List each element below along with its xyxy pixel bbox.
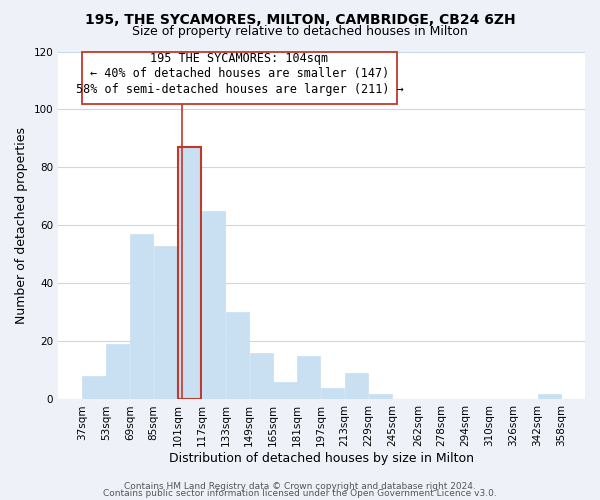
Text: ← 40% of detached houses are smaller (147): ← 40% of detached houses are smaller (14… bbox=[90, 66, 389, 80]
X-axis label: Distribution of detached houses by size in Milton: Distribution of detached houses by size … bbox=[169, 452, 474, 465]
Text: Contains public sector information licensed under the Open Government Licence v3: Contains public sector information licen… bbox=[103, 489, 497, 498]
Text: 195 THE SYCAMORES: 104sqm: 195 THE SYCAMORES: 104sqm bbox=[151, 52, 329, 65]
Bar bbox=[250, 353, 273, 400]
Bar bbox=[274, 382, 296, 400]
Y-axis label: Number of detached properties: Number of detached properties bbox=[15, 127, 28, 324]
Bar bbox=[345, 374, 368, 400]
Bar bbox=[538, 394, 561, 400]
Bar bbox=[106, 344, 130, 400]
Bar bbox=[226, 312, 249, 400]
Bar bbox=[130, 234, 154, 400]
FancyBboxPatch shape bbox=[82, 52, 397, 104]
Bar bbox=[321, 388, 344, 400]
Text: 58% of semi-detached houses are larger (211) →: 58% of semi-detached houses are larger (… bbox=[76, 82, 403, 96]
Text: Size of property relative to detached houses in Milton: Size of property relative to detached ho… bbox=[132, 25, 468, 38]
Bar bbox=[178, 147, 201, 400]
Text: Contains HM Land Registry data © Crown copyright and database right 2024.: Contains HM Land Registry data © Crown c… bbox=[124, 482, 476, 491]
Bar bbox=[298, 356, 320, 400]
Bar bbox=[154, 246, 177, 400]
Bar bbox=[369, 394, 392, 400]
Text: 195, THE SYCAMORES, MILTON, CAMBRIDGE, CB24 6ZH: 195, THE SYCAMORES, MILTON, CAMBRIDGE, C… bbox=[85, 12, 515, 26]
Bar bbox=[82, 376, 106, 400]
Bar bbox=[202, 211, 225, 400]
